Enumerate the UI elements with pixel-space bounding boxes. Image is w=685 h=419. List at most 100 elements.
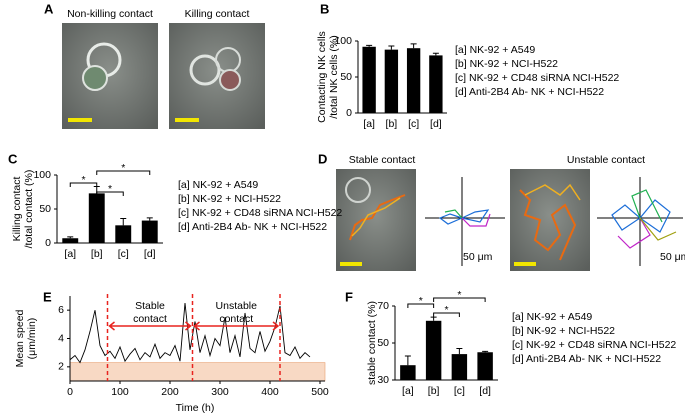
legend-note: [d] Anti-2B4 Ab- NK + NCI-H522 <box>178 221 327 233</box>
error-bar <box>120 218 127 226</box>
legend-note: [a] NK-92 + A549 <box>512 311 592 323</box>
significance-mark: * <box>444 304 448 316</box>
interval-label: Stable <box>135 300 165 312</box>
micrograph <box>510 169 590 271</box>
error-bar <box>388 45 395 50</box>
significance-mark: * <box>419 295 423 307</box>
micrograph <box>169 23 265 129</box>
micrograph <box>336 169 416 271</box>
image-title: Stable contact <box>349 154 416 166</box>
legend-note: [c] NK-92 + CD48 siRNA NCI-H522 <box>178 207 342 219</box>
bar <box>62 238 79 243</box>
interval-arrow <box>108 321 192 331</box>
panel-letter: F <box>345 289 353 304</box>
legend-note: [b] NK-92 + NCI-H522 <box>512 325 615 337</box>
x-tick-label: [d] <box>144 248 156 260</box>
y-tick-label: 50 <box>377 337 389 349</box>
x-tick-label: [c] <box>408 118 419 130</box>
interval-label: Unstable <box>216 300 258 312</box>
significance-bracket <box>69 182 98 187</box>
bar <box>141 220 158 243</box>
trajectory-plot <box>597 177 683 266</box>
x-tick-label: [c] <box>118 248 129 260</box>
x-tick-label: [a] <box>363 118 375 130</box>
y-axis-label: Killing contact <box>11 177 23 242</box>
panel-letter: B <box>320 1 329 16</box>
y-tick-label: 2 <box>58 361 64 373</box>
error-bar <box>67 236 74 239</box>
speed-line <box>69 303 311 364</box>
legend-note: [c] NK-92 + CD48 siRNA NCI-H522 <box>455 72 619 84</box>
bar <box>362 46 376 114</box>
x-tick-label: 500 <box>311 386 329 398</box>
x-tick-label: [b] <box>428 385 440 397</box>
error-bar <box>456 348 463 355</box>
trajectory-plot <box>425 177 505 266</box>
image-title: Killing contact <box>185 8 250 20</box>
significance-bracket <box>407 303 435 308</box>
x-tick-label: [c] <box>454 385 465 397</box>
y-tick-label: 6 <box>58 304 64 316</box>
y-tick-label: 100 <box>33 169 51 181</box>
interval-label: contact <box>133 313 167 325</box>
significance-bracket <box>433 312 460 317</box>
legend-note: [d] Anti-2B4 Ab- NK + NCI-H522 <box>512 353 661 365</box>
micrograph <box>62 23 158 129</box>
x-tick-label: [b] <box>91 248 103 260</box>
error-bar <box>146 217 153 221</box>
y-tick-label: 100 <box>334 35 352 47</box>
bar <box>406 48 421 114</box>
scale-label: 50 μm <box>463 251 493 263</box>
significance-bracket <box>96 191 124 196</box>
error-bar <box>404 355 411 366</box>
x-tick-label: 0 <box>67 386 73 398</box>
y-tick-label: 0 <box>45 237 51 249</box>
panel-letter: C <box>8 151 18 166</box>
error-bar <box>482 350 489 353</box>
legend-note: [b] NK-92 + NCI-H522 <box>455 58 558 70</box>
y-axis-label: /total NK cells (%) <box>328 35 340 118</box>
y-axis-label: Mean speed <box>14 309 26 367</box>
legend-note: [a] NK-92 + A549 <box>455 44 535 56</box>
error-bar <box>430 316 437 321</box>
significance-bracket <box>433 297 486 302</box>
bar <box>425 320 442 380</box>
panel-letter: E <box>43 289 52 304</box>
significance-bracket <box>96 170 151 175</box>
error-bar <box>432 52 439 56</box>
significance-mark: * <box>457 289 461 301</box>
image-title: Non-killing contact <box>67 8 153 20</box>
legend-note: [b] NK-92 + NCI-H522 <box>178 193 281 205</box>
significance-mark: * <box>108 183 112 195</box>
scale-label: 50 μm <box>660 251 685 263</box>
interval-arrow <box>193 321 280 331</box>
y-tick-label: 4 <box>58 332 64 344</box>
y-axis-label: (μm/min) <box>26 318 38 360</box>
bar <box>384 49 399 113</box>
bar <box>429 55 443 113</box>
panel-letter: D <box>318 151 327 166</box>
x-axis-label: Time (h) <box>176 402 215 414</box>
y-axis-label: /total contact (%) <box>23 170 35 249</box>
significance-mark: * <box>121 162 125 174</box>
legend-note: [d] Anti-2B4 Ab- NK + NCI-H522 <box>455 86 604 98</box>
y-axis-label: Contacting NK cells <box>316 31 328 123</box>
y-tick-label: 0 <box>346 107 352 119</box>
significance-mark: * <box>81 174 85 186</box>
bar <box>451 354 468 380</box>
error-bar <box>410 43 417 49</box>
x-tick-label: [d] <box>430 118 442 130</box>
y-tick-label: 30 <box>377 374 389 386</box>
error-bar <box>366 44 373 47</box>
bar <box>400 365 416 380</box>
y-tick-label: 70 <box>377 300 389 312</box>
x-tick-label: [d] <box>479 385 491 397</box>
x-tick-label: [b] <box>386 118 398 130</box>
x-tick-label: 100 <box>111 386 129 398</box>
legend-note: [a] NK-92 + A549 <box>178 179 258 191</box>
bar <box>477 352 493 380</box>
bar <box>115 225 132 243</box>
bar <box>88 193 105 243</box>
y-axis-label: stable contact (%) <box>366 301 378 385</box>
